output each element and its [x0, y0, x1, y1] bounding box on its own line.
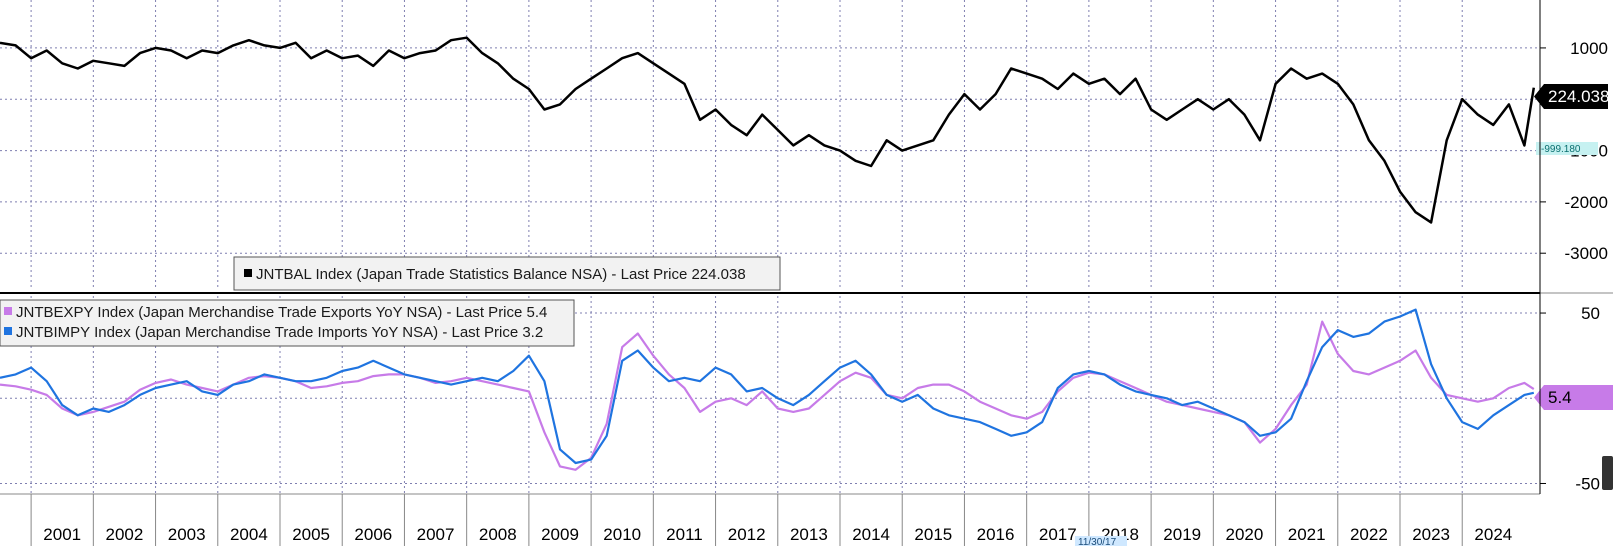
bottom-last-price-text: 5.4	[1548, 388, 1572, 407]
imports-series-line	[0, 308, 1535, 465]
top-grid	[0, 0, 1540, 290]
x-tick-label: 2019	[1163, 525, 1201, 544]
top-legend-swatch	[244, 269, 252, 277]
top-last-price-text: 224.038	[1548, 87, 1609, 106]
top-y-tick-label: -2000	[1565, 193, 1608, 212]
x-tick-label: 2008	[479, 525, 517, 544]
x-tick-label: 2009	[541, 525, 579, 544]
x-tick-label: 2012	[728, 525, 766, 544]
top-series-line	[0, 36, 1536, 224]
top-lines	[0, 36, 1536, 224]
x-tick-label: 2023	[1412, 525, 1450, 544]
x-tick-label: 2002	[106, 525, 144, 544]
x-tick-label: 2024	[1474, 525, 1512, 544]
x-tick-label: 2022	[1350, 525, 1388, 544]
x-tick-label: 2007	[417, 525, 455, 544]
x-tick-label: 2016	[977, 525, 1015, 544]
x-tick-label: 2003	[168, 525, 206, 544]
date-marker-text: 11/30/17	[1078, 537, 1117, 546]
top-marker-text: -999.180	[1541, 144, 1581, 155]
bottom-legend-label-imports: JNTBIMPY Index (Japan Merchandise Trade …	[16, 324, 543, 341]
x-tick-label: 2005	[292, 525, 330, 544]
x-tick-label: 2006	[354, 525, 392, 544]
bottom-legend-swatch-imports	[4, 327, 12, 335]
top-y-tick-label: -3000	[1565, 244, 1608, 263]
top-legend-label: JNTBAL Index (Japan Trade Statistics Bal…	[256, 266, 746, 283]
bottom-legend: JNTBEXPY Index (Japan Merchandise Trade …	[0, 299, 575, 347]
x-tick-label: 2017	[1039, 525, 1077, 544]
x-tick-label: 2013	[790, 525, 828, 544]
bottom-last-price-badge: 5.4	[1534, 385, 1613, 410]
bottom-grid	[0, 296, 1540, 494]
x-tick-labels: 2001 2002 2003 2004 2005 2006 2007 2008 2009 2010…	[30, 494, 1512, 546]
scroll-handle[interactable]	[1602, 456, 1613, 490]
x-axis: 2001 2002 2003 2004 2005 2006 2007 2008 2009 2010…	[0, 493, 1540, 546]
bottom-y-tick-label: 50	[1581, 304, 1600, 323]
bottom-legend-label-exports: JNTBEXPY Index (Japan Merchandise Trade …	[16, 304, 547, 321]
top-y-tick-label: 1000	[1570, 39, 1608, 58]
bottom-panel: 500-50 JNTBEXPY Index (Japan Merchandise…	[0, 296, 1613, 494]
x-tick-label: 2021	[1288, 525, 1326, 544]
top-last-price-badge: 224.038 -999.180	[1534, 84, 1609, 155]
x-tick-label: 2001	[43, 525, 81, 544]
x-tick-label: 2020	[1226, 525, 1264, 544]
bottom-legend-box	[0, 299, 575, 347]
x-tick-label: 2015	[914, 525, 952, 544]
x-tick-label: 2014	[852, 525, 890, 544]
x-tick-label: 2011	[666, 525, 703, 544]
bottom-lines	[0, 308, 1535, 471]
date-marker-badge	[1075, 536, 1127, 546]
top-panel: 10000-1000-2000-3000 JNTBAL Index (Japan…	[0, 0, 1609, 291]
top-legend: JNTBAL Index (Japan Trade Statistics Bal…	[233, 256, 781, 291]
bottom-y-tick-label: -50	[1575, 474, 1600, 493]
x-tick-label: 2004	[230, 525, 268, 544]
x-tick-label: 2010	[603, 525, 641, 544]
top-legend-box	[233, 256, 781, 291]
bottom-legend-swatch-exports	[4, 307, 12, 315]
top-marker-badge	[1536, 142, 1598, 155]
